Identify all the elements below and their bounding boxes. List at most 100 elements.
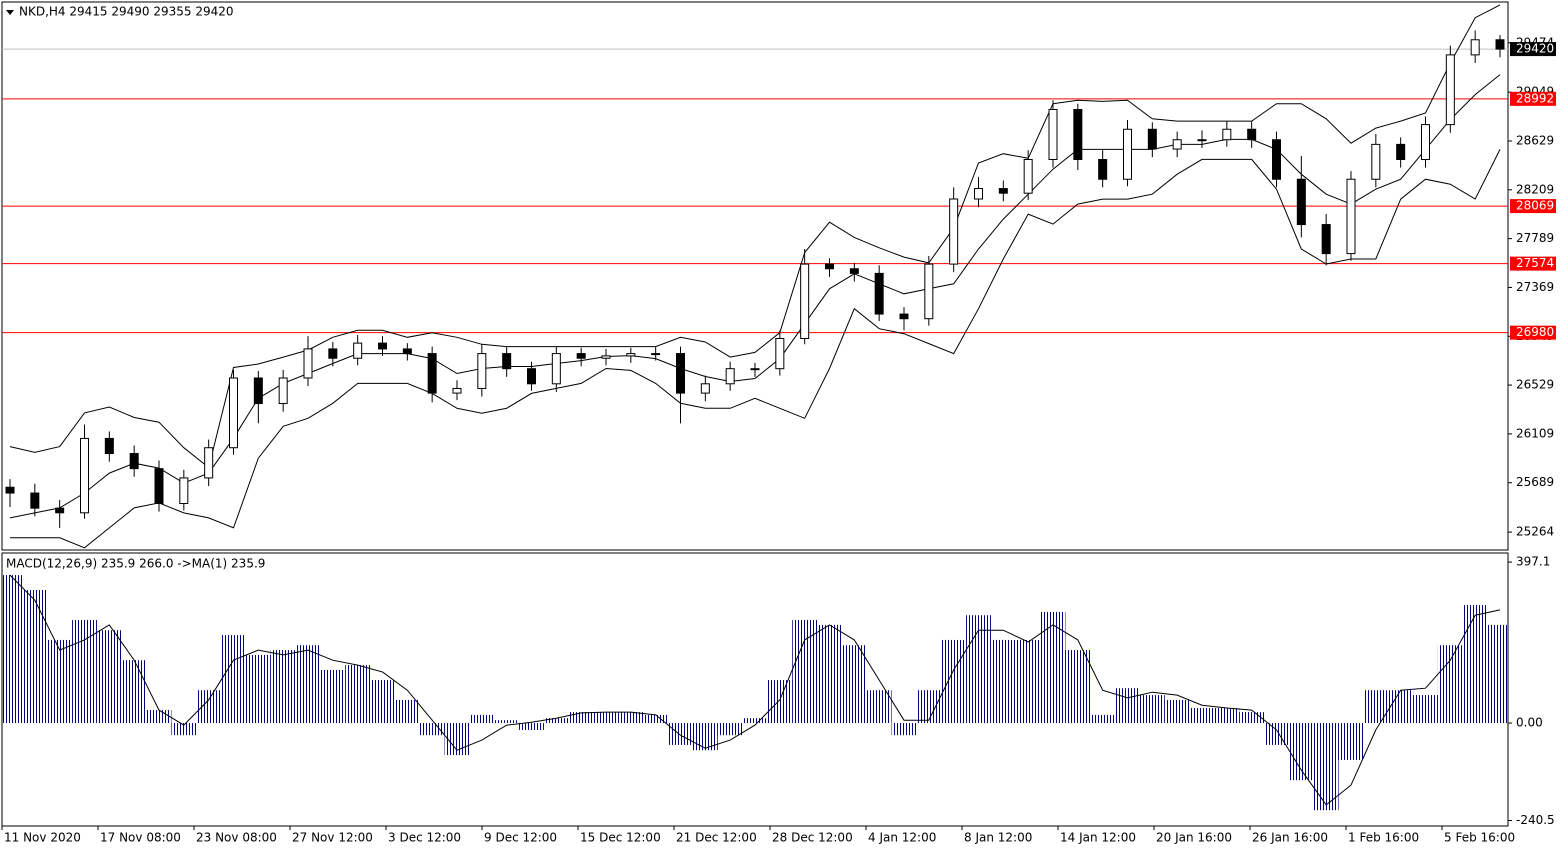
candle-body bbox=[924, 263, 934, 320]
candle-body bbox=[775, 337, 785, 370]
candle-body bbox=[353, 342, 363, 359]
candle-body bbox=[452, 387, 462, 394]
macd-bar bbox=[146, 710, 172, 724]
macd-bar bbox=[1487, 624, 1508, 724]
candle-body bbox=[1296, 178, 1306, 226]
macd-bar bbox=[1040, 611, 1066, 724]
macd-bar bbox=[1065, 650, 1091, 724]
candle-body bbox=[527, 368, 536, 385]
candle-body bbox=[1222, 128, 1232, 141]
macd-bar bbox=[941, 639, 967, 724]
dropdown-icon[interactable] bbox=[6, 10, 14, 15]
macd-bar bbox=[792, 620, 818, 724]
macd-bar bbox=[171, 723, 197, 736]
level-label: 26980 bbox=[1516, 325, 1554, 339]
level-label-box bbox=[1510, 91, 1556, 106]
x-tick-label: 23 Nov 08:00 bbox=[196, 831, 277, 845]
candle-body bbox=[974, 188, 983, 200]
candle-body bbox=[676, 353, 685, 394]
candle-body bbox=[204, 447, 214, 479]
macd-bar bbox=[1139, 695, 1165, 724]
y-tick-label: 26109 bbox=[1516, 426, 1554, 440]
macd-bar bbox=[1189, 708, 1215, 724]
macd-bar bbox=[1338, 723, 1364, 760]
macd-bar bbox=[1115, 688, 1140, 724]
macd-bar bbox=[419, 723, 445, 736]
candle-body bbox=[998, 188, 1008, 194]
candle-body bbox=[303, 348, 313, 379]
candle-body bbox=[551, 353, 561, 385]
x-tick-label: 5 Feb 16:00 bbox=[1444, 831, 1515, 845]
macd-bar bbox=[394, 699, 420, 724]
candle-body bbox=[1346, 178, 1356, 255]
candle-body bbox=[1371, 143, 1381, 180]
macd-bar bbox=[245, 654, 271, 724]
macd-bar bbox=[568, 712, 594, 724]
candle-body bbox=[427, 353, 437, 394]
candle-body bbox=[576, 353, 586, 359]
candle-body bbox=[278, 377, 288, 405]
macd-bar bbox=[1288, 723, 1314, 781]
macd-bar bbox=[469, 714, 495, 724]
candle-body bbox=[1445, 54, 1455, 126]
candle-body bbox=[1147, 128, 1157, 150]
candle-body bbox=[502, 353, 512, 370]
candle-body bbox=[1247, 128, 1257, 141]
candle-body bbox=[55, 507, 65, 514]
macd-bar bbox=[1313, 723, 1339, 811]
last-price-box bbox=[1510, 42, 1556, 57]
level-label: 28992 bbox=[1516, 91, 1554, 105]
x-tick-label: 20 Jan 16:00 bbox=[1156, 831, 1232, 845]
x-tick-label: 9 Dec 12:00 bbox=[484, 831, 557, 845]
x-tick-label: 8 Jan 12:00 bbox=[964, 831, 1032, 845]
candle-body bbox=[725, 368, 735, 385]
macd-bar bbox=[1090, 714, 1116, 724]
candle-body bbox=[874, 272, 884, 315]
candle-body bbox=[402, 348, 412, 355]
macd-y-tick-label: 0.00 bbox=[1516, 716, 1543, 730]
x-tick-label: 17 Nov 08:00 bbox=[100, 831, 181, 845]
macd-signal bbox=[9, 574, 1501, 806]
last-price-label: 29420 bbox=[1516, 42, 1554, 56]
chart-title: NKD,H4 29415 29490 29355 29420 bbox=[19, 5, 234, 19]
macd-bar bbox=[1437, 645, 1463, 724]
band-lower bbox=[10, 149, 1501, 549]
macd-bar bbox=[817, 624, 842, 724]
candle-body bbox=[30, 492, 40, 509]
candle-body bbox=[1073, 109, 1083, 160]
candle-body bbox=[1470, 39, 1480, 56]
macd-bar bbox=[96, 630, 122, 724]
candle-body bbox=[5, 486, 15, 494]
macd-bar bbox=[1264, 723, 1289, 745]
y-tick-label: 27369 bbox=[1516, 280, 1554, 294]
macd-bar bbox=[121, 660, 147, 724]
macd-bar bbox=[1462, 605, 1488, 724]
x-tick-label: 3 Dec 12:00 bbox=[388, 831, 461, 845]
level-label-box bbox=[1510, 199, 1556, 214]
x-tick-label: 14 Jan 12:00 bbox=[1060, 831, 1136, 845]
x-tick-label: 26 Jan 16:00 bbox=[1252, 831, 1328, 845]
candle-body bbox=[626, 353, 636, 357]
macd-bar bbox=[270, 650, 296, 724]
candle-body bbox=[601, 355, 611, 359]
candle-body bbox=[129, 453, 139, 470]
macd-bar bbox=[1363, 690, 1389, 724]
candle-body bbox=[179, 477, 189, 505]
main-panel bbox=[1, 1, 1509, 551]
candle-body bbox=[1421, 124, 1430, 160]
axes: 2526425689261092652926949273692778928209… bbox=[1, 35, 1556, 845]
y-tick-label: 28629 bbox=[1516, 134, 1554, 148]
candle-body bbox=[800, 263, 810, 339]
macd-title: MACD(12,26,9) 235.9 266.0 ->MA(1) 235.9 bbox=[6, 557, 265, 571]
macd-bar bbox=[841, 645, 867, 724]
macd-bar bbox=[1015, 639, 1041, 724]
macd-bar bbox=[22, 590, 48, 724]
macd-bar bbox=[668, 723, 693, 745]
candle-body bbox=[825, 263, 834, 270]
macd-bar bbox=[866, 690, 892, 724]
macd-bar bbox=[1413, 695, 1438, 724]
candle-body bbox=[1123, 128, 1132, 180]
candle-body bbox=[949, 198, 959, 265]
macd-bar bbox=[717, 723, 743, 736]
